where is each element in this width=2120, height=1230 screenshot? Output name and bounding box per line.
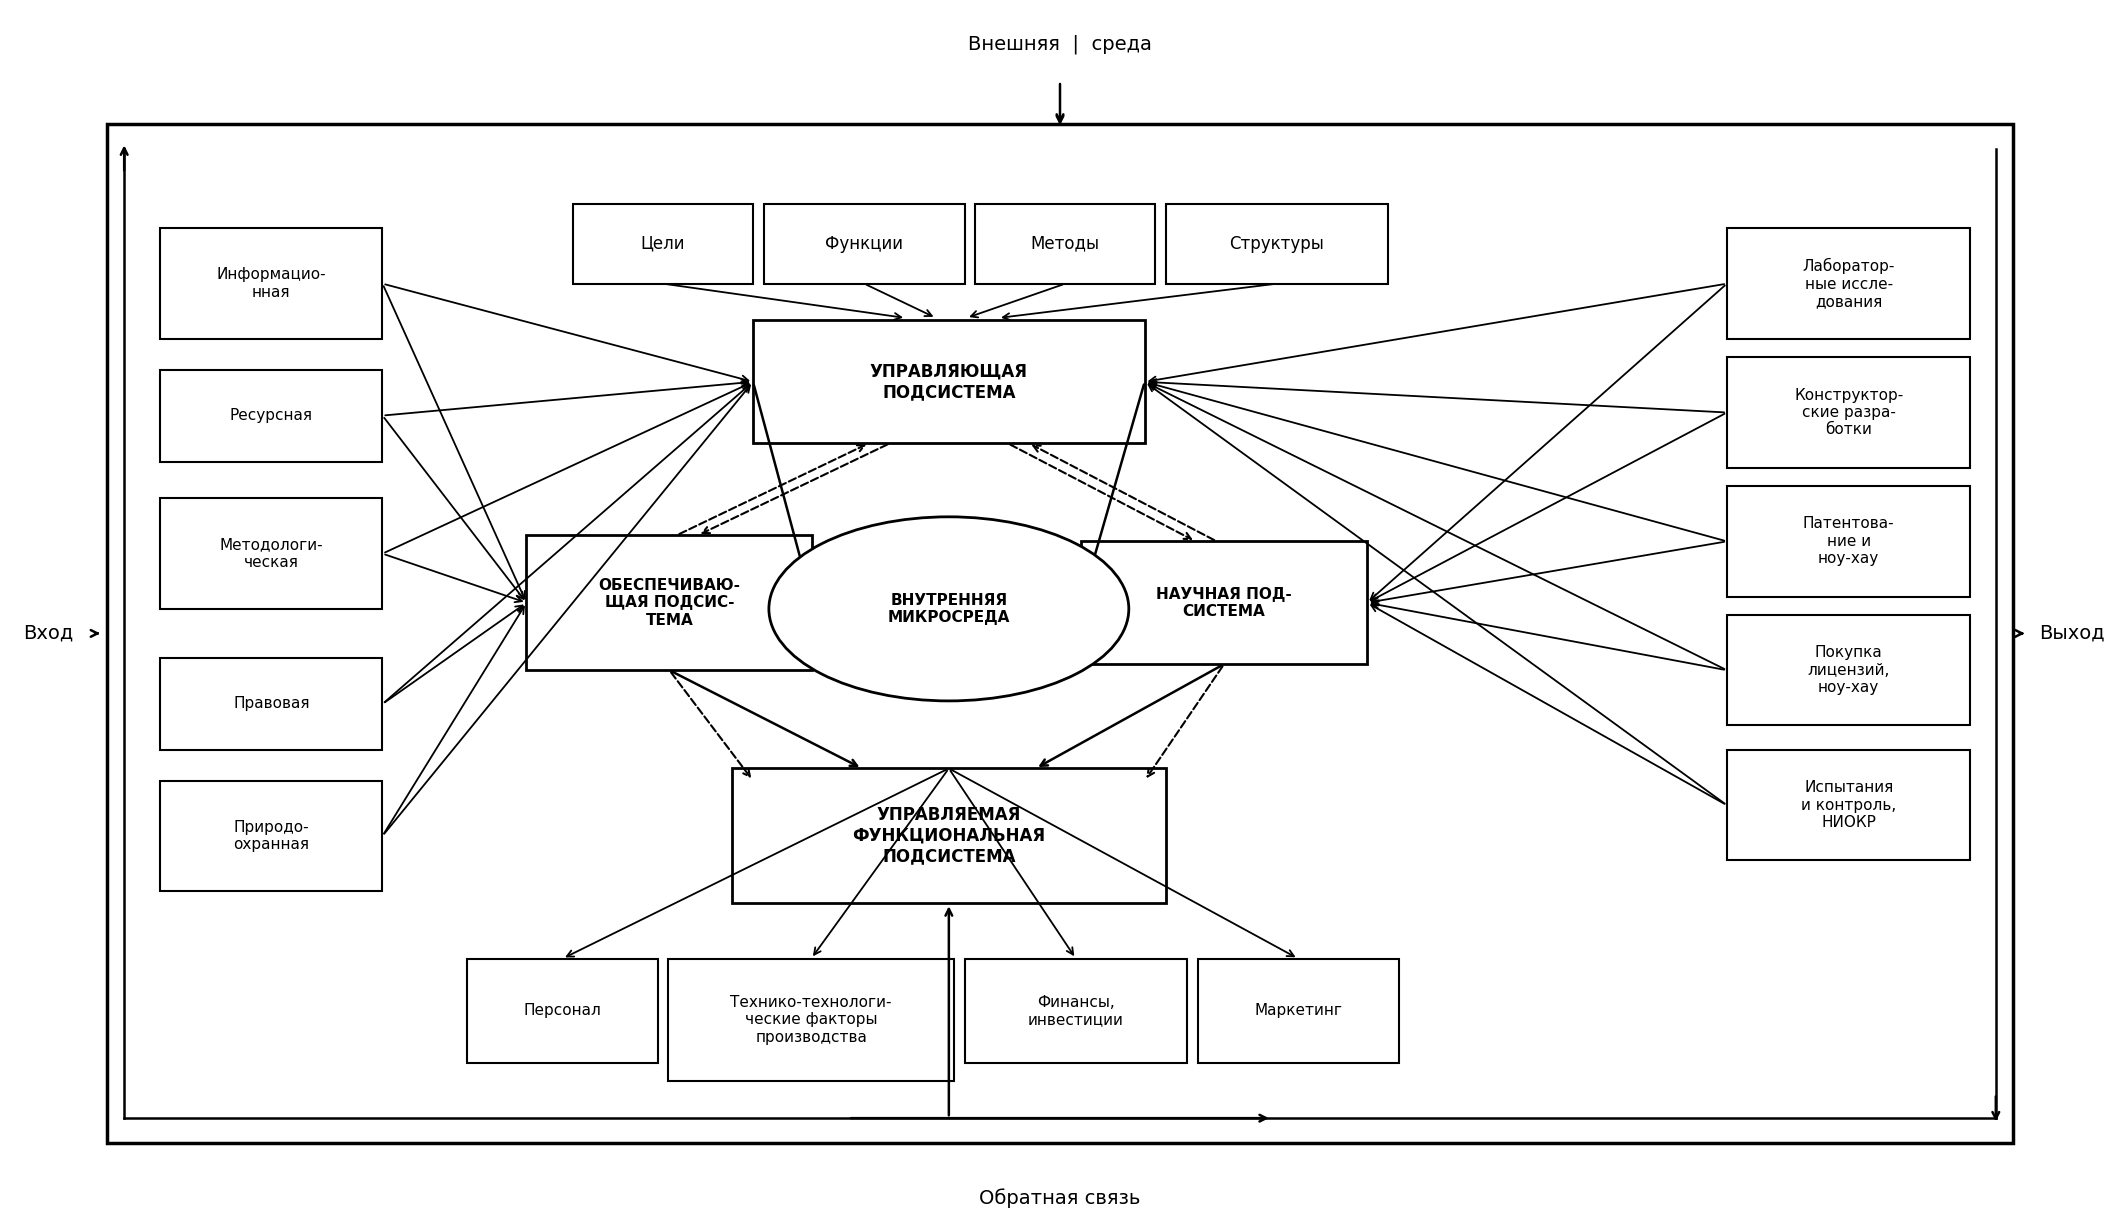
Text: ВНУТРЕННЯЯ
МИКРОСРЕДА: ВНУТРЕННЯЯ МИКРОСРЕДА [888,593,1009,625]
Text: НАУЧНАЯ ПОД-
СИСТЕМА: НАУЧНАЯ ПОД- СИСТЕМА [1155,587,1291,619]
Text: Выход: Выход [2039,624,2105,643]
FancyBboxPatch shape [572,204,753,284]
FancyBboxPatch shape [1728,229,1969,339]
FancyBboxPatch shape [753,321,1145,443]
Text: Природо-
охранная: Природо- охранная [233,819,310,852]
FancyBboxPatch shape [161,369,382,461]
FancyBboxPatch shape [965,958,1187,1063]
FancyBboxPatch shape [975,204,1155,284]
Text: Финансы,
инвестиции: Финансы, инвестиции [1028,995,1124,1027]
FancyBboxPatch shape [161,498,382,609]
Text: Конструктор-
ские разра-
ботки: Конструктор- ские разра- ботки [1794,387,1904,438]
FancyBboxPatch shape [763,204,965,284]
FancyBboxPatch shape [526,535,812,670]
FancyBboxPatch shape [161,781,382,891]
Text: Технико-технологи-
ческие факторы
производства: Технико-технологи- ческие факторы произв… [731,995,893,1044]
Text: Цели: Цели [640,235,685,253]
FancyBboxPatch shape [466,958,657,1063]
FancyBboxPatch shape [731,769,1166,903]
Text: УПРАВЛЯЕМАЯ
ФУНКЦИОНАЛЬНАЯ
ПОДСИСТЕМА: УПРАВЛЯЕМАЯ ФУНКЦИОНАЛЬНАЯ ПОДСИСТЕМА [852,806,1045,866]
Ellipse shape [770,517,1128,701]
Text: Вход: Вход [23,624,72,643]
Text: Маркетинг: Маркетинг [1255,1004,1342,1018]
FancyBboxPatch shape [1728,750,1969,861]
Text: УПРАВЛЯЮЩАЯ
ПОДСИСТЕМА: УПРАВЛЯЮЩАЯ ПОДСИСТЕМА [869,363,1028,401]
FancyBboxPatch shape [108,124,2012,1143]
Text: Методы: Методы [1030,235,1100,253]
FancyBboxPatch shape [668,958,954,1081]
Text: Лаборатор-
ные иссле-
дования: Лаборатор- ные иссле- дования [1802,258,1895,309]
Text: Патентова-
ние и
ноу-хау: Патентова- ние и ноу-хау [1802,517,1895,566]
Text: Персонал: Персонал [524,1004,602,1018]
FancyBboxPatch shape [1166,204,1389,284]
Text: Испытания
и контроль,
НИОКР: Испытания и контроль, НИОКР [1802,780,1895,830]
FancyBboxPatch shape [1728,486,1969,597]
Text: Ресурсная: Ресурсная [229,408,314,423]
Text: Функции: Функции [825,235,903,253]
Text: Обратная связь: Обратная связь [979,1188,1141,1208]
FancyBboxPatch shape [1198,958,1399,1063]
FancyBboxPatch shape [1728,357,1969,467]
FancyBboxPatch shape [161,229,382,339]
Text: Информацио-
нная: Информацио- нная [216,267,326,300]
Text: ОБЕСПЕЧИВАЮ-
ЩАЯ ПОДСИС-
ТЕМА: ОБЕСПЕЧИВАЮ- ЩАЯ ПОДСИС- ТЕМА [598,578,740,627]
Text: Методологи-
ческая: Методологи- ческая [220,538,322,569]
Text: Покупка
лицензий,
ноу-хау: Покупка лицензий, ноу-хау [1808,646,1889,695]
Text: Структуры: Структуры [1230,235,1325,253]
Text: Внешняя  |  среда: Внешняя | среда [969,34,1151,54]
FancyBboxPatch shape [161,658,382,750]
FancyBboxPatch shape [1728,615,1969,726]
Text: Правовая: Правовая [233,696,310,711]
FancyBboxPatch shape [1081,541,1367,664]
